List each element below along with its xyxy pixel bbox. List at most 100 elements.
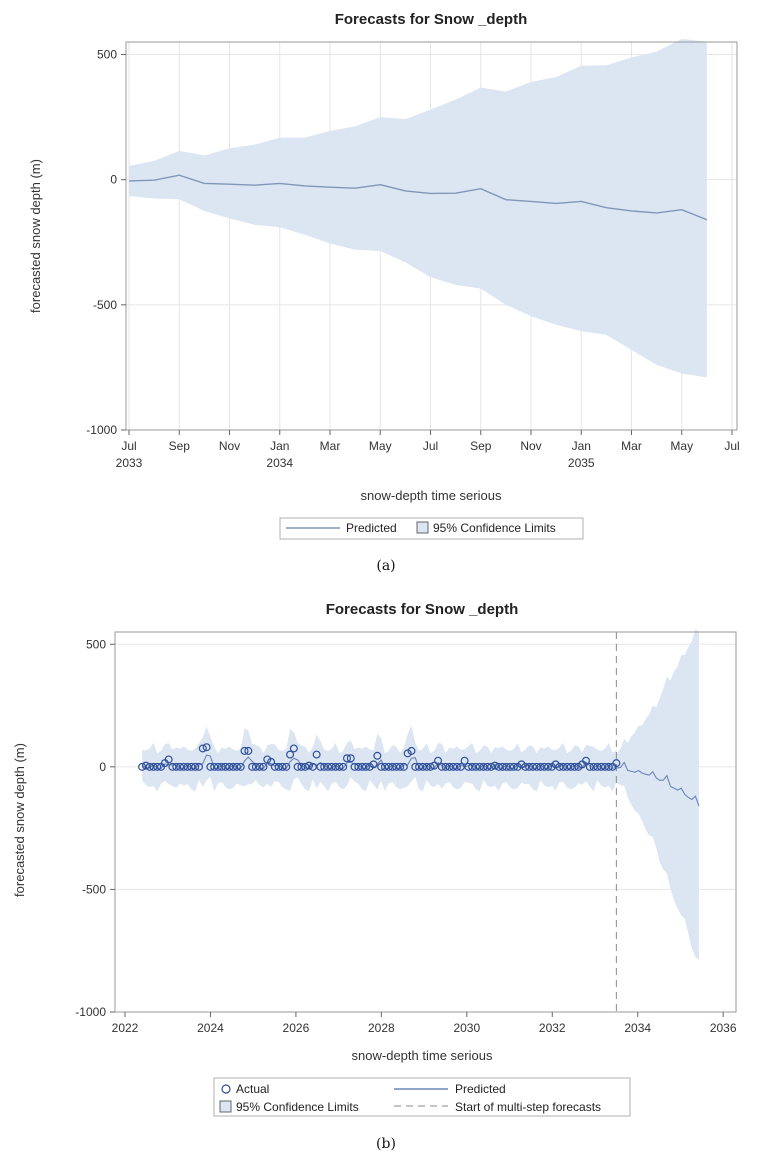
actual-point-88: [471, 762, 480, 771]
actual-point-123: [604, 762, 613, 771]
actual-point-113: [566, 762, 575, 771]
actual-point-2: [145, 762, 154, 771]
chart-b-x-ticks: 2022 2024 2026 2028 2030 2032 2034 2036: [112, 1012, 737, 1035]
actual-point-74: [418, 762, 427, 771]
actual-point-102: [525, 762, 534, 771]
b-y-tick-label-3: 500: [86, 637, 106, 651]
chart-a-xlabel: snow-depth time serious: [361, 488, 502, 503]
b-x-tick-label-4: 2030: [453, 1021, 480, 1035]
actual-point-50: [327, 762, 336, 771]
actual-point-52: [335, 762, 344, 771]
actual-point-25: [232, 762, 241, 771]
actual-point-104: [532, 762, 541, 771]
actual-point-26: [236, 762, 245, 771]
y-tick-label-0: -1000: [86, 423, 117, 437]
actual-point-112: [563, 762, 572, 771]
actual-point-98: [509, 762, 518, 771]
actual-point-67: [392, 762, 401, 771]
actual-point-38: [282, 762, 291, 771]
chart-b-plot-frame: [114, 631, 737, 1013]
actual-point-48: [320, 762, 329, 771]
chart-b-title: Forecasts for Snow _depth: [326, 601, 519, 618]
legend-actual-swatch: [221, 1084, 231, 1094]
actual-point-14: [191, 762, 200, 771]
actual-point-96: [502, 762, 511, 771]
actual-point-18: [206, 762, 215, 771]
x-tick-month-12: Jul: [724, 439, 739, 453]
x-tick-year-3: 2034: [266, 456, 293, 470]
actual-point-73: [415, 762, 424, 771]
actual-point-94: [494, 762, 503, 771]
chart-a-ylabel: forecasted snow depth (m): [28, 159, 43, 313]
actual-point-56: [350, 762, 359, 771]
actual-point-29: [248, 762, 257, 771]
actual-point-42: [297, 762, 306, 771]
b-x-tick-label-6: 2034: [624, 1021, 651, 1035]
actual-point-53: [339, 762, 348, 771]
actual-point-71: [407, 746, 416, 755]
actual-point-75: [422, 762, 431, 771]
actual-point-35: [270, 762, 279, 771]
b-y-tick-label-0: -1000: [75, 1005, 106, 1019]
actual-point-22: [221, 762, 230, 771]
actual-point-31: [255, 762, 264, 771]
chart-a-x-ticks: Jul 2033 Sep Nov Jan 2034 Mar May Jul Sep Nov Jan 20…: [116, 430, 740, 470]
legend-confidence-label: 95% Confidence Limits: [433, 521, 556, 535]
actual-point-95: [498, 762, 507, 771]
actual-point-8: [168, 762, 177, 771]
actual-point-45: [308, 762, 317, 771]
actual-point-19: [210, 762, 219, 771]
actual-point-111: [559, 762, 568, 771]
actual-point-1: [141, 761, 150, 770]
actual-point-20: [213, 762, 222, 771]
x-tick-month-10: Mar: [621, 439, 642, 453]
actual-point-68: [396, 762, 405, 771]
actual-point-82: [449, 762, 458, 771]
chart-a-legend: Predicted 95% Confidence Limits: [279, 517, 584, 540]
chart-a-confidence-band: [129, 38, 707, 400]
actual-point-12: [183, 762, 192, 771]
actual-point-89: [475, 762, 484, 771]
b-y-tick-label-1: -500: [82, 882, 106, 896]
legend-predicted-label-b: Predicted: [455, 1082, 506, 1096]
actual-point-103: [528, 762, 537, 771]
actual-point-34: [267, 757, 276, 766]
actual-point-119: [589, 762, 598, 771]
actual-point-59: [361, 762, 370, 771]
actual-point-78: [434, 756, 443, 765]
b-y-tick-label-2: 0: [99, 760, 106, 774]
actual-point-77: [430, 761, 439, 770]
x-tick-month-0: Jul: [121, 439, 136, 453]
y-tick-label-1: -500: [93, 298, 117, 312]
actual-point-11: [179, 762, 188, 771]
actual-point-28: [244, 746, 253, 755]
x-tick-month-2: Nov: [219, 439, 240, 453]
actual-point-87: [468, 762, 477, 771]
actual-point-76: [426, 762, 435, 771]
actual-point-110: [555, 762, 564, 771]
chart-b-ylabel: forecasted snow depth (m): [12, 743, 27, 897]
caption-a: (a): [376, 558, 395, 574]
actual-point-118: [585, 762, 594, 771]
actual-point-0: [138, 762, 147, 771]
x-tick-year-0: 2033: [116, 456, 143, 470]
x-tick-month-7: Sep: [470, 439, 492, 453]
actual-point-120: [593, 762, 602, 771]
actual-point-30: [251, 762, 260, 771]
y-tick-label-2: 0: [110, 173, 117, 187]
actual-point-69: [399, 762, 408, 771]
actual-point-51: [331, 762, 340, 771]
actual-point-63: [377, 762, 386, 771]
chart-b-legend: Actual Predicted 95% Confidence Limits S…: [213, 1077, 631, 1117]
actual-point-84: [456, 762, 465, 771]
actual-point-66: [388, 762, 397, 771]
actual-point-97: [506, 762, 515, 771]
actual-point-55: [346, 754, 355, 763]
actual-point-93: [490, 761, 499, 770]
b-x-tick-label-0: 2022: [112, 1021, 139, 1035]
actual-point-58: [358, 762, 367, 771]
actual-point-80: [441, 762, 450, 771]
actual-point-61: [369, 760, 378, 769]
actual-point-47: [316, 762, 325, 771]
actual-point-36: [274, 762, 283, 771]
